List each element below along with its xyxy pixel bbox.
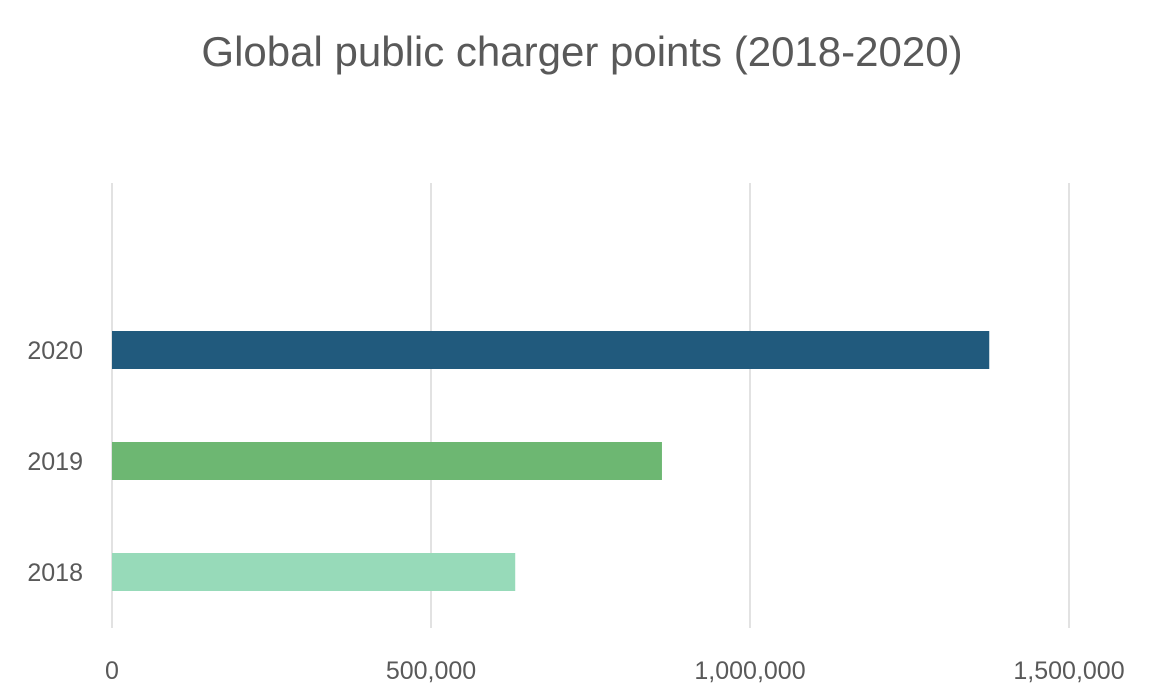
y-tick-label: 2020 (27, 337, 83, 365)
bar-2020 (112, 331, 990, 369)
bar-2019 (112, 442, 662, 480)
y-tick-label: 2019 (27, 448, 83, 476)
x-tick-label: 500,000 (386, 657, 476, 685)
x-tick-label: 0 (105, 657, 119, 685)
chart-title: Global public charger points (2018-2020) (201, 28, 963, 75)
y-tick-label: 2018 (27, 559, 83, 587)
x-tick-label: 1,500,000 (1013, 657, 1124, 685)
bar-2018 (112, 553, 516, 591)
x-tick-label: 1,000,000 (694, 657, 805, 685)
